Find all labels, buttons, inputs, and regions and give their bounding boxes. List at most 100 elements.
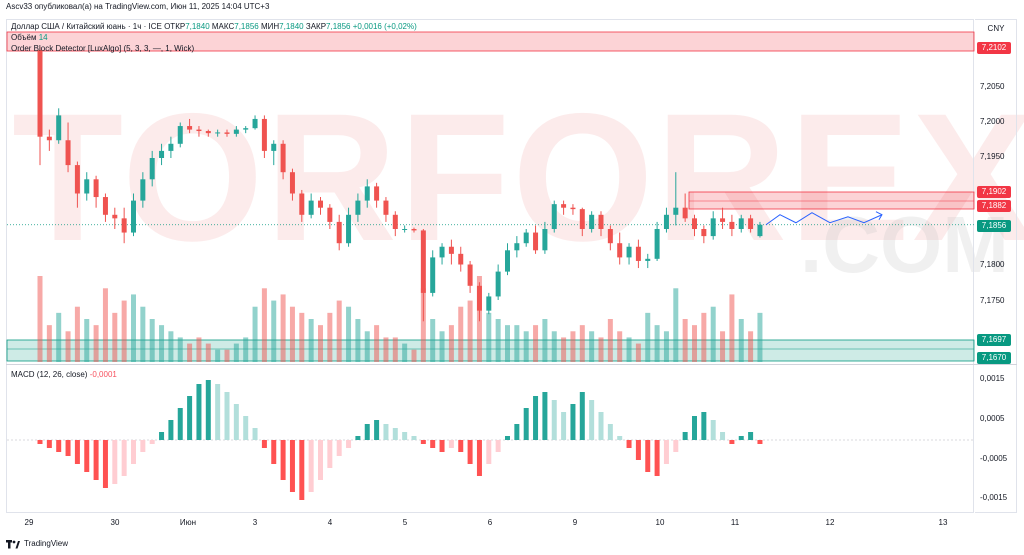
macd-bar: [729, 440, 735, 444]
volume-bar: [495, 319, 501, 362]
close-value: 7,1856: [326, 22, 351, 31]
indicator-legend[interactable]: Order Block Detector [LuxAlgo] (5, 3, 3,…: [11, 44, 194, 54]
volume-bar: [439, 331, 445, 362]
volume-bar: [224, 349, 230, 362]
macd-label-1: 0,0015: [980, 374, 1005, 383]
high-value: 7,1856: [234, 22, 259, 31]
candle-body: [738, 218, 744, 229]
volume-bar: [308, 319, 314, 362]
candle-body: [65, 140, 71, 166]
candle-body: [318, 200, 323, 208]
candle-body: [710, 218, 716, 237]
macd-bar: [46, 440, 52, 448]
candle-body: [56, 115, 62, 141]
macd-bar: [102, 440, 108, 488]
candle-body: [102, 197, 108, 215]
macd-bar: [168, 420, 174, 440]
macd-bar: [364, 424, 370, 440]
macd-bar: [318, 440, 323, 480]
macd-bar: [177, 408, 183, 440]
volume-bar: [289, 306, 295, 362]
candle-body: [271, 143, 277, 151]
candle-body: [215, 132, 221, 134]
candle-body: [692, 218, 697, 229]
currency-label[interactable]: CNY: [987, 24, 1005, 33]
volume-bar: [533, 325, 539, 362]
chart-frame: [6, 19, 974, 513]
volume-bar: [402, 343, 408, 362]
volume-bar: [318, 325, 323, 362]
price-badge-bear-ob-1: 7,1902: [977, 186, 1011, 198]
macd-bar: [271, 440, 277, 464]
macd-bar: [149, 440, 155, 444]
macd-bar: [626, 440, 632, 448]
macd-bar: [252, 428, 258, 440]
open-label: ОТКР: [164, 22, 186, 31]
volume-bar: [299, 312, 305, 362]
candle-body: [121, 218, 127, 233]
volume-bar: [692, 325, 697, 362]
macd-bar: [299, 440, 305, 500]
macd-bar: [411, 436, 417, 440]
candle-body: [392, 214, 398, 229]
candle-body: [140, 179, 146, 201]
candle-body: [635, 246, 641, 261]
candle-body: [402, 229, 408, 230]
volume-legend[interactable]: Объём 14: [11, 33, 48, 43]
candle-body: [542, 229, 548, 251]
volume-bar: [579, 325, 585, 362]
candle-body: [476, 285, 482, 311]
volume-bar: [336, 300, 342, 362]
volume-bar: [663, 331, 669, 362]
indicator-title: Order Block Detector [LuxAlgo] (5, 3, 3,…: [11, 44, 195, 53]
macd-bar: [205, 380, 211, 440]
candle-body: [458, 253, 464, 265]
macd-bar: [327, 440, 333, 468]
price-axis[interactable]: [975, 19, 1017, 513]
macd-bar: [720, 432, 726, 440]
macd-bar: [243, 416, 249, 440]
volume-bar: [757, 312, 763, 362]
macd-bar: [673, 440, 679, 452]
candle-body: [439, 246, 445, 258]
volume-bar: [177, 337, 183, 362]
macd-bar: [692, 416, 697, 440]
candle-body: [682, 207, 688, 219]
symbol-title: Доллар США / Китайский юань · 1ч · ICE: [11, 22, 162, 31]
macd-legend[interactable]: MACD (12, 26, close) -0,0001: [11, 370, 117, 380]
time-label-13: 13: [938, 518, 948, 527]
candle-body: [523, 232, 529, 244]
high-label: МАКС: [211, 22, 235, 31]
candle-body: [486, 296, 492, 311]
volume-bar: [486, 312, 492, 362]
candle-body: [37, 50, 43, 137]
tradingview-footer[interactable]: TradingView: [6, 538, 68, 550]
macd-bar: [486, 440, 492, 464]
candle-body: [626, 246, 632, 258]
candle-body: [579, 209, 585, 229]
close-label: ЗАКР: [305, 22, 327, 31]
macd-bar: [561, 412, 567, 440]
volume-bar: [589, 331, 595, 362]
volume-bar: [121, 300, 127, 362]
low-label: МИН: [260, 22, 280, 31]
symbol-legend[interactable]: Доллар США / Китайский юань · 1ч · ICE О…: [11, 22, 417, 32]
pane-separator[interactable]: [6, 364, 1017, 365]
macd-title: MACD (12, 26, close): [11, 370, 88, 379]
macd-bar: [196, 384, 202, 440]
volume-bar: [701, 312, 707, 362]
volume-bar: [710, 306, 716, 362]
volume-bar: [598, 337, 604, 362]
time-label-6: 6: [487, 518, 493, 527]
macd-bar: [224, 392, 230, 440]
publisher-header: Ascv33 опубликовал(а) на TradingView.com…: [6, 2, 270, 11]
candle-body: [495, 271, 501, 297]
volume-bar: [551, 331, 557, 362]
macd-bar: [355, 436, 361, 440]
volume-bar: [355, 319, 361, 362]
volume-bar: [645, 312, 651, 362]
volume-bar: [617, 331, 623, 362]
volume-bar: [561, 337, 567, 362]
candle-body: [654, 229, 660, 259]
